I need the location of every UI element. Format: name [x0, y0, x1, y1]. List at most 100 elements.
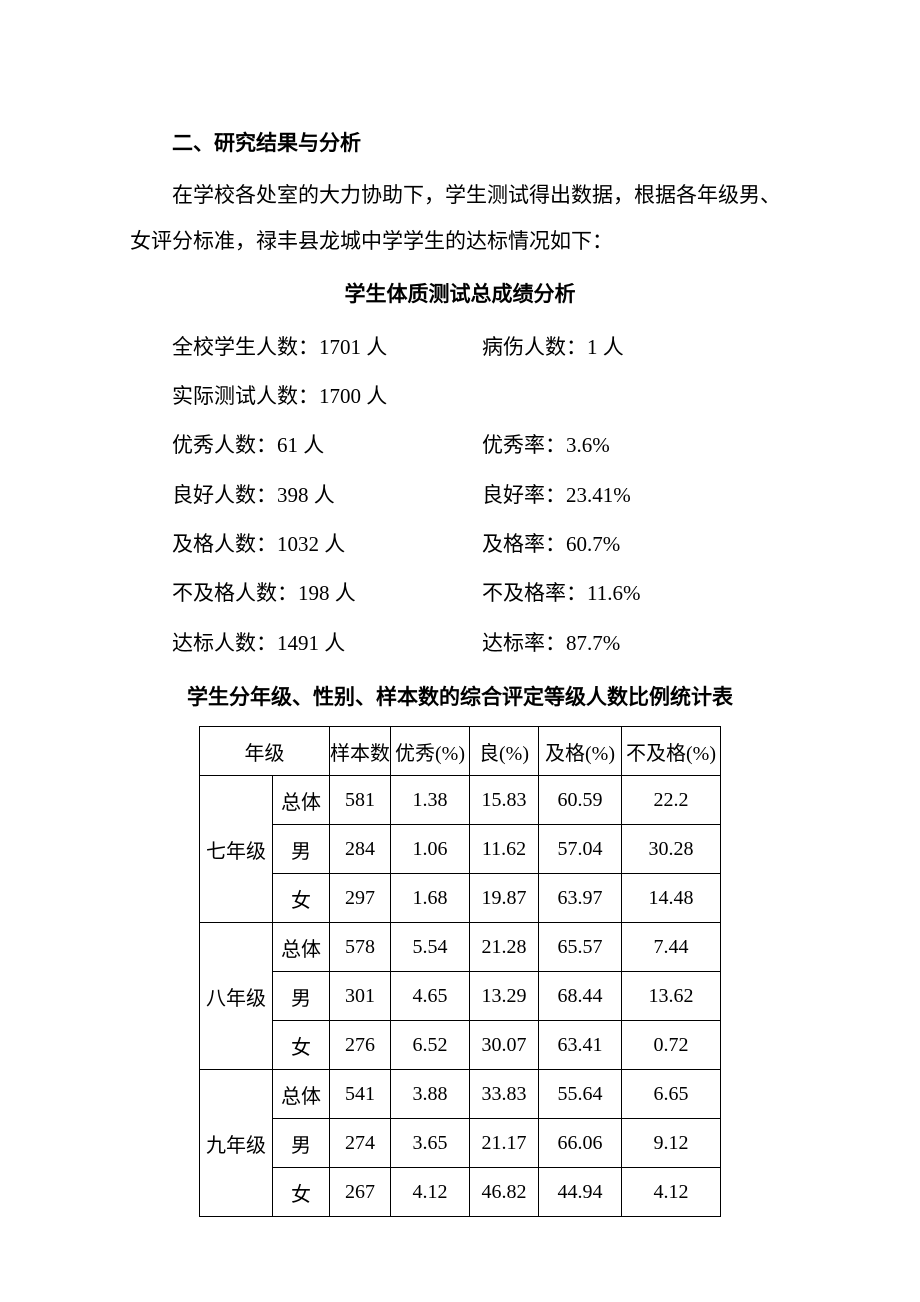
- c-cell: 44.94: [539, 1168, 622, 1217]
- sub-cell: 女: [273, 1168, 330, 1217]
- summary-left: 全校学生人数：1701 人: [130, 323, 482, 372]
- grade-cell: 九年级: [200, 1070, 273, 1217]
- sub-cell: 总体: [273, 923, 330, 972]
- sub-cell: 女: [273, 874, 330, 923]
- sub-cell: 男: [273, 1119, 330, 1168]
- d-cell: 0.72: [622, 1021, 721, 1070]
- c-cell: 57.04: [539, 825, 622, 874]
- summary-row: 达标人数：1491 人 达标率：87.7%: [130, 619, 790, 668]
- b-cell: 30.07: [470, 1021, 539, 1070]
- c-cell: 60.59: [539, 776, 622, 825]
- table-header-row: 年级 样本数 优秀(%) 良(%) 及格(%) 不及格(%): [200, 727, 721, 776]
- b-cell: 33.83: [470, 1070, 539, 1119]
- summary-row: 实际测试人数：1700 人: [130, 372, 790, 421]
- table-row: 女 276 6.52 30.07 63.41 0.72: [200, 1021, 721, 1070]
- summary-right: 优秀率：3.6%: [482, 421, 790, 470]
- a-cell: 1.38: [391, 776, 470, 825]
- summary-left: 实际测试人数：1700 人: [130, 372, 482, 421]
- summary-left: 不及格人数：198 人: [130, 569, 482, 618]
- summary-row: 良好人数：398 人 良好率：23.41%: [130, 471, 790, 520]
- b-cell: 21.28: [470, 923, 539, 972]
- section-heading: 二、研究结果与分析: [130, 120, 790, 166]
- summary-right: 病伤人数：1 人: [482, 323, 790, 372]
- a-cell: 1.06: [391, 825, 470, 874]
- d-cell: 4.12: [622, 1168, 721, 1217]
- summary-row: 全校学生人数：1701 人 病伤人数：1 人: [130, 323, 790, 372]
- grade-cell: 八年级: [200, 923, 273, 1070]
- c-cell: 66.06: [539, 1119, 622, 1168]
- table-row: 男 301 4.65 13.29 68.44 13.62: [200, 972, 721, 1021]
- a-cell: 3.65: [391, 1119, 470, 1168]
- b-cell: 46.82: [470, 1168, 539, 1217]
- col-sample-header: 样本数: [330, 727, 391, 776]
- n-cell: 274: [330, 1119, 391, 1168]
- summary-stats: 全校学生人数：1701 人 病伤人数：1 人 实际测试人数：1700 人 优秀人…: [130, 323, 790, 668]
- a-cell: 6.52: [391, 1021, 470, 1070]
- n-cell: 541: [330, 1070, 391, 1119]
- col-fail-header: 不及格(%): [622, 727, 721, 776]
- summary-row: 及格人数：1032 人 及格率：60.7%: [130, 520, 790, 569]
- d-cell: 7.44: [622, 923, 721, 972]
- a-cell: 1.68: [391, 874, 470, 923]
- summary-right: 达标率：87.7%: [482, 619, 790, 668]
- table-row: 男 274 3.65 21.17 66.06 9.12: [200, 1119, 721, 1168]
- c-cell: 63.41: [539, 1021, 622, 1070]
- a-cell: 4.12: [391, 1168, 470, 1217]
- table-row: 女 297 1.68 19.87 63.97 14.48: [200, 874, 721, 923]
- summary-left: 达标人数：1491 人: [130, 619, 482, 668]
- summary-left: 良好人数：398 人: [130, 471, 482, 520]
- table-title: 学生分年级、性别、样本数的综合评定等级人数比例统计表: [130, 674, 790, 720]
- d-cell: 13.62: [622, 972, 721, 1021]
- b-cell: 15.83: [470, 776, 539, 825]
- table-row: 九年级 总体 541 3.88 33.83 55.64 6.65: [200, 1070, 721, 1119]
- n-cell: 276: [330, 1021, 391, 1070]
- n-cell: 267: [330, 1168, 391, 1217]
- sub-cell: 男: [273, 825, 330, 874]
- stats-table: 年级 样本数 优秀(%) 良(%) 及格(%) 不及格(%) 七年级 总体 58…: [199, 726, 721, 1217]
- table-row: 八年级 总体 578 5.54 21.28 65.57 7.44: [200, 923, 721, 972]
- c-cell: 68.44: [539, 972, 622, 1021]
- d-cell: 14.48: [622, 874, 721, 923]
- summary-title: 学生体质测试总成绩分析: [130, 271, 790, 317]
- n-cell: 297: [330, 874, 391, 923]
- n-cell: 581: [330, 776, 391, 825]
- intro-paragraph: 在学校各处室的大力协助下，学生测试得出数据，根据各年级男、女评分标准，禄丰县龙城…: [130, 172, 790, 264]
- d-cell: 9.12: [622, 1119, 721, 1168]
- grade-cell: 七年级: [200, 776, 273, 923]
- c-cell: 63.97: [539, 874, 622, 923]
- summary-left: 优秀人数：61 人: [130, 421, 482, 470]
- summary-row: 优秀人数：61 人 优秀率：3.6%: [130, 421, 790, 470]
- document-page: 二、研究结果与分析 在学校各处室的大力协助下，学生测试得出数据，根据各年级男、女…: [0, 0, 920, 1302]
- sub-cell: 女: [273, 1021, 330, 1070]
- b-cell: 11.62: [470, 825, 539, 874]
- d-cell: 6.65: [622, 1070, 721, 1119]
- col-grade-header: 年级: [200, 727, 330, 776]
- c-cell: 65.57: [539, 923, 622, 972]
- summary-right: [482, 372, 790, 421]
- d-cell: 22.2: [622, 776, 721, 825]
- a-cell: 5.54: [391, 923, 470, 972]
- summary-left: 及格人数：1032 人: [130, 520, 482, 569]
- col-good-header: 良(%): [470, 727, 539, 776]
- n-cell: 284: [330, 825, 391, 874]
- sub-cell: 总体: [273, 776, 330, 825]
- b-cell: 21.17: [470, 1119, 539, 1168]
- col-excellent-header: 优秀(%): [391, 727, 470, 776]
- b-cell: 19.87: [470, 874, 539, 923]
- summary-row: 不及格人数：198 人 不及格率：11.6%: [130, 569, 790, 618]
- n-cell: 578: [330, 923, 391, 972]
- col-pass-header: 及格(%): [539, 727, 622, 776]
- a-cell: 4.65: [391, 972, 470, 1021]
- summary-right: 不及格率：11.6%: [482, 569, 790, 618]
- table-row: 女 267 4.12 46.82 44.94 4.12: [200, 1168, 721, 1217]
- c-cell: 55.64: [539, 1070, 622, 1119]
- d-cell: 30.28: [622, 825, 721, 874]
- sub-cell: 男: [273, 972, 330, 1021]
- summary-right: 良好率：23.41%: [482, 471, 790, 520]
- n-cell: 301: [330, 972, 391, 1021]
- sub-cell: 总体: [273, 1070, 330, 1119]
- summary-right: 及格率：60.7%: [482, 520, 790, 569]
- table-row: 七年级 总体 581 1.38 15.83 60.59 22.2: [200, 776, 721, 825]
- a-cell: 3.88: [391, 1070, 470, 1119]
- table-row: 男 284 1.06 11.62 57.04 30.28: [200, 825, 721, 874]
